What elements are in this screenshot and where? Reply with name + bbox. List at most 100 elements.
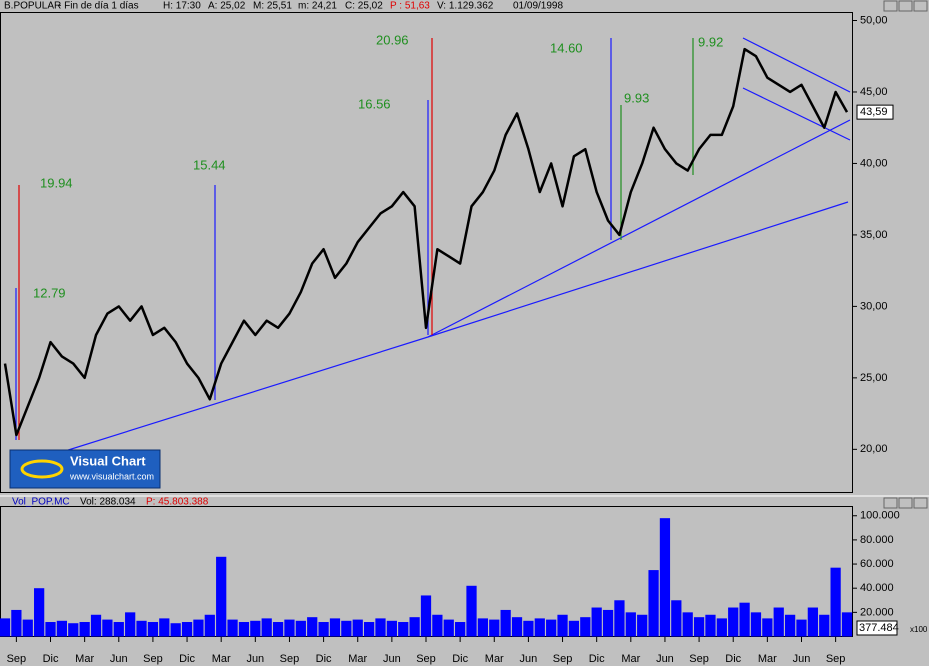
high: M: 25,51 xyxy=(253,1,292,12)
volume-bar xyxy=(136,620,147,637)
volume-bar xyxy=(113,622,124,637)
volume-header: Vol_POP.MC Vol: 288.034 P: 45.803.388 xyxy=(12,497,209,508)
x-tick-label: Jun xyxy=(246,653,264,665)
volume-bar xyxy=(68,623,79,637)
volume-bar xyxy=(784,614,796,637)
volume-bar xyxy=(841,612,853,637)
annotation: 14.60 xyxy=(550,40,583,55)
y-tick-label: 30,00 xyxy=(860,300,888,312)
volume-bar xyxy=(443,619,454,637)
volume-bar xyxy=(295,620,306,637)
volume-bar xyxy=(511,617,523,637)
low: m: 24,21 xyxy=(298,1,337,12)
volume-bar xyxy=(477,618,489,637)
maximize-button[interactable] xyxy=(898,497,913,509)
annotation: 12.79 xyxy=(33,285,66,300)
volume-bar xyxy=(318,622,329,637)
x-tick-label: Dic xyxy=(452,653,468,665)
volume-bar xyxy=(238,622,250,637)
volume-bar xyxy=(250,620,261,637)
volume-bar xyxy=(159,618,170,637)
x-tick-label: Dic xyxy=(43,653,59,665)
x-tick-label: Jun xyxy=(656,653,674,665)
x-tick-label: Mar xyxy=(348,653,367,665)
period: - Fin de día 1 días xyxy=(58,1,139,12)
minimize-button[interactable] xyxy=(883,0,898,12)
volume-bar xyxy=(102,619,113,637)
volume-bar xyxy=(637,614,648,637)
volume-bar xyxy=(34,588,45,637)
close-button[interactable] xyxy=(913,0,928,12)
y-tick-label: 35,00 xyxy=(860,229,888,241)
trend-line xyxy=(427,201,849,338)
volume-bar xyxy=(591,607,602,637)
volume: V: 1.129.362 xyxy=(437,1,494,12)
annotation: 16.56 xyxy=(358,96,391,111)
volume-bar xyxy=(432,614,443,637)
channel-line xyxy=(742,37,851,93)
volume-bar xyxy=(147,622,159,637)
maximize-button[interactable] xyxy=(898,0,913,12)
volume-bar xyxy=(819,614,830,637)
x-tick-label: Mar xyxy=(75,653,94,665)
volume-prev: P: 45.803.388 xyxy=(146,497,209,508)
volume-bar xyxy=(625,612,636,637)
x-tick-label: Dic xyxy=(725,653,741,665)
volume-bar xyxy=(796,619,807,637)
volume-bar xyxy=(204,614,215,637)
volume-bar xyxy=(22,619,33,637)
x-tick-label: Sep xyxy=(689,653,709,665)
volume-bar xyxy=(659,518,671,637)
annotations: 19.94 12.79 15.44 20.96 16.56 14.60 9.93… xyxy=(33,32,723,300)
volume-bar xyxy=(409,617,420,637)
volume-bar xyxy=(830,567,841,637)
x-tick-label: Sep xyxy=(7,653,27,665)
y-tick-label: 45,00 xyxy=(860,86,888,98)
y-tick-label: 20.000 xyxy=(860,606,894,618)
volume-bar xyxy=(261,618,272,637)
volume-bar xyxy=(375,618,386,637)
open: A: 25,02 xyxy=(208,1,246,12)
y-tick-label: 40,00 xyxy=(860,157,888,169)
last-value-label: 377.484 xyxy=(859,622,899,634)
volume-bar xyxy=(352,619,363,637)
volume-bar xyxy=(56,620,68,637)
annotation: 9.93 xyxy=(624,90,649,105)
volume-bar xyxy=(705,614,716,637)
volume-bar xyxy=(523,620,534,637)
volume-bar xyxy=(90,614,102,637)
volume-bar xyxy=(193,619,204,637)
prev: P : 51,63 xyxy=(390,1,430,12)
x-tick-label: Sep xyxy=(143,653,163,665)
y-tick-label: 50,00 xyxy=(860,14,888,26)
y-tick-label: 80.000 xyxy=(860,534,894,546)
x-tick-label: Sep xyxy=(280,653,300,665)
volume-bar xyxy=(728,607,739,637)
minimize-button[interactable] xyxy=(883,497,898,509)
volume-bar xyxy=(45,622,56,637)
volume-bar xyxy=(671,600,682,637)
volume-bar xyxy=(455,622,466,637)
x-tick-label: Jun xyxy=(383,653,401,665)
volume-bar xyxy=(682,612,693,637)
trend-line xyxy=(427,119,851,338)
x-tick-label: Mar xyxy=(758,653,777,665)
close-button[interactable] xyxy=(913,497,928,509)
logo-title: Visual Chart xyxy=(70,453,146,468)
price-panel xyxy=(0,12,853,493)
time: H: 17:30 xyxy=(163,1,201,12)
x-tick-label: Mar xyxy=(621,653,640,665)
x-tick-label: Sep xyxy=(416,653,436,665)
volume-bar xyxy=(386,620,397,637)
x-tick-label: Mar xyxy=(212,653,231,665)
volume-name: Vol_POP.MC xyxy=(12,497,70,508)
date: 01/09/1998 xyxy=(513,1,563,12)
volume-bar xyxy=(750,612,762,637)
volume-bar xyxy=(807,607,818,637)
annotation: 19.94 xyxy=(40,175,73,190)
x-tick-label: Mar xyxy=(485,653,504,665)
volume-bar xyxy=(0,618,11,637)
window-buttons[interactable] xyxy=(883,0,928,509)
volume-bar xyxy=(648,570,659,637)
logo-icon xyxy=(20,459,64,479)
